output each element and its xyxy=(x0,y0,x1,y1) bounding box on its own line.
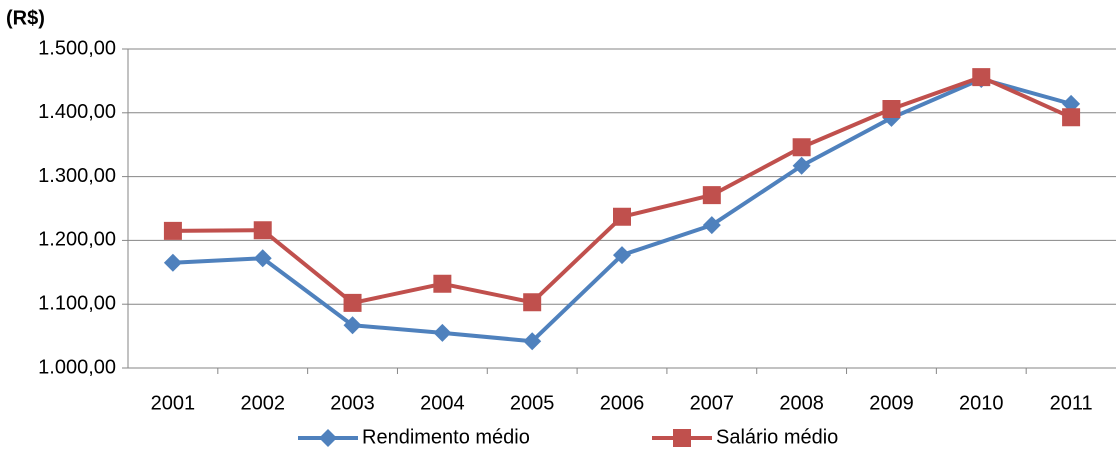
x-tick-label: 2001 xyxy=(151,392,196,414)
legend-marker xyxy=(673,429,691,447)
x-tick-label: 2003 xyxy=(330,392,375,414)
point-marker xyxy=(163,221,182,240)
x-tick-label: 2010 xyxy=(959,392,1004,414)
x-tick-label: 2002 xyxy=(240,392,285,414)
point-marker xyxy=(613,246,631,265)
y-tick-label: 1.200,00 xyxy=(38,229,116,251)
x-tick-label: 2011 xyxy=(1050,392,1093,414)
y-tick-label: 1.000,00 xyxy=(38,356,116,378)
point-marker xyxy=(1062,108,1081,127)
series-line xyxy=(172,75,1072,305)
legend-label: Salário médio xyxy=(716,426,838,448)
point-marker xyxy=(972,68,991,87)
point-marker xyxy=(613,207,631,226)
x-tick-label: 2007 xyxy=(690,392,735,414)
y-tick-label: 1.500,00 xyxy=(38,37,116,59)
point-marker xyxy=(882,99,901,118)
x-tick-label: 2008 xyxy=(779,392,824,414)
y-tick-label: 1.300,00 xyxy=(38,165,116,187)
x-tick-label: 2005 xyxy=(510,392,555,414)
legend-label: Rendimento médio xyxy=(362,426,530,448)
point-marker xyxy=(433,323,452,342)
point-marker xyxy=(253,249,272,268)
y-axis-label: (R$) xyxy=(6,7,45,29)
point-marker xyxy=(702,186,721,205)
legend-marker xyxy=(319,429,337,447)
point-marker xyxy=(343,293,362,312)
point-marker xyxy=(343,316,362,335)
point-marker xyxy=(523,332,542,351)
point-marker xyxy=(702,216,721,235)
point-marker xyxy=(163,253,182,272)
y-tick-label: 1.100,00 xyxy=(38,292,116,314)
x-tick-label: 2009 xyxy=(869,392,914,414)
point-marker xyxy=(792,138,811,157)
point-marker xyxy=(792,156,811,175)
x-tick-label: 2004 xyxy=(420,392,465,414)
point-marker xyxy=(433,274,452,293)
x-tick-label: 2006 xyxy=(600,392,645,414)
point-marker xyxy=(253,221,272,240)
point-marker xyxy=(523,293,542,312)
y-tick-label: 1.400,00 xyxy=(38,101,116,123)
